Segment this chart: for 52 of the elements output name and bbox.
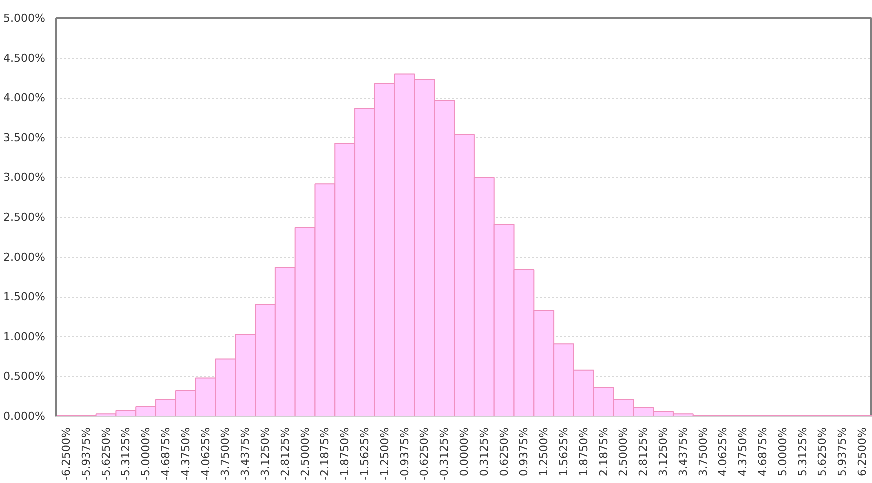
x-tick-label: -5.0000% <box>140 427 153 480</box>
x-tick-label: 5.3125% <box>796 427 810 476</box>
x-tick-label: -2.5000% <box>298 427 312 480</box>
x-tick-label: -4.3750% <box>179 427 192 480</box>
x-tick-label: -6.2500% <box>60 427 73 480</box>
x-tick-label: 4.3750% <box>736 427 750 476</box>
y-tick-label: 1.500% <box>4 290 46 304</box>
x-tick-label: -2.1875% <box>318 427 332 480</box>
x-tick-label: 5.6250% <box>816 427 830 476</box>
x-tick-label: 6.2500% <box>856 427 870 476</box>
x-tick-label: 3.4375% <box>676 427 690 476</box>
x-tick-label: 2.8125% <box>637 427 650 476</box>
x-tick-label: -5.9375% <box>80 427 93 480</box>
y-tick-label: 0.500% <box>4 370 46 384</box>
y-tick-label: 3.000% <box>4 171 46 184</box>
x-tick-label: -0.3125% <box>438 427 452 480</box>
x-tick-label: 1.2500% <box>538 427 551 476</box>
y-tick-label: 2.500% <box>4 211 46 224</box>
x-tick-label: 0.9375% <box>518 427 531 476</box>
x-tick-label: 2.1875% <box>597 427 610 476</box>
y-tick-label: 2.000% <box>4 250 46 264</box>
x-tick-label: -1.2500% <box>378 427 392 480</box>
x-tick-label: -3.1250% <box>258 427 272 480</box>
y-tick-label: 1.000% <box>4 330 46 344</box>
x-tick-label: 3.1250% <box>657 427 670 476</box>
x-tick-label: -5.3125% <box>120 427 133 480</box>
x-tick-label: 2.5000% <box>617 427 630 476</box>
y-tick-label: 4.500% <box>4 52 46 65</box>
x-tick-label: 4.6875% <box>756 427 770 476</box>
x-tick-label: 0.0000% <box>458 427 471 476</box>
x-tick-label: 4.0625% <box>716 427 730 476</box>
x-tick-label: -3.4375% <box>239 427 252 480</box>
x-tick-label: 5.0000% <box>776 427 790 476</box>
x-tick-label: 3.7500% <box>696 427 710 476</box>
x-tick-label: -1.8750% <box>338 427 352 480</box>
x-tick-label: 1.5625% <box>558 427 571 476</box>
x-tick-label: -0.6250% <box>418 427 432 480</box>
x-tick-label: 1.8750% <box>577 427 590 476</box>
x-tick-label: 0.3125% <box>478 427 491 476</box>
x-tick-label: -4.0625% <box>199 427 212 480</box>
x-tick-label: 5.9375% <box>836 427 850 476</box>
x-tick-label: -4.6875% <box>159 427 172 480</box>
x-tick-label: -1.5625% <box>358 427 372 480</box>
y-tick-label: 5.000% <box>4 12 46 25</box>
x-tick-label: -2.8125% <box>278 427 292 480</box>
x-tick-label: -0.9375% <box>398 427 412 480</box>
y-tick-label: 4.000% <box>4 92 46 105</box>
y-tick-label: 0.000% <box>4 410 46 423</box>
x-tick-label: 0.6250% <box>498 427 511 476</box>
x-tick-label: -5.6250% <box>100 427 113 480</box>
x-tick-label: -3.7500% <box>219 427 232 480</box>
y-tick-label: 3.500% <box>4 131 46 144</box>
